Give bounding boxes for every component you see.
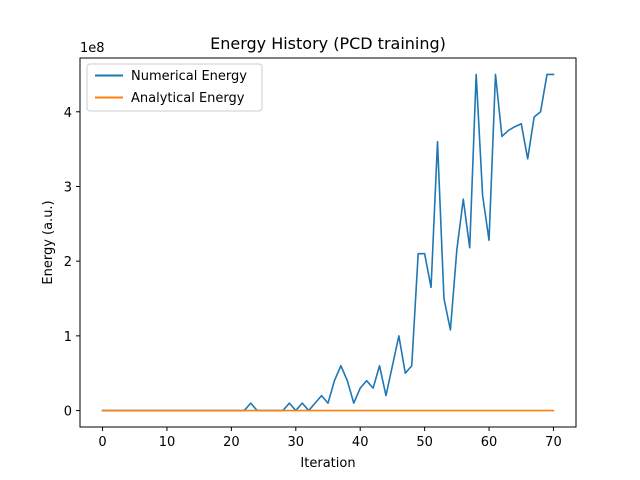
y-tick-label: 2 [64,255,72,270]
series-layer [101,73,555,412]
y-tick-label: 4 [64,106,72,121]
y-tick-label: 3 [64,180,72,195]
legend-label-analytical: Analytical Energy [131,91,245,106]
x-tick-label: 0 [98,435,106,450]
x-tick-label: 30 [288,435,305,450]
x-tick-label: 10 [159,435,176,450]
y-axis-offset-label: 1e8 [80,41,105,56]
legend-box [86,63,263,112]
x-tick-label: 40 [352,435,369,450]
y-tick-label: 0 [64,405,72,420]
x-axis-ticks: 0 10 20 30 40 50 60 70 [98,427,562,450]
axes-frame [79,57,577,428]
x-tick-label: 50 [416,435,433,450]
x-tick-label: 20 [223,435,240,450]
y-axis-ticks: 0 1 2 3 4 [64,106,80,420]
x-tick-label: 70 [545,435,562,450]
y-tick-label: 1 [64,330,72,345]
legend: Numerical Energy Analytical Energy [86,63,263,112]
y-axis-label: Energy (a.u.) [41,200,56,284]
plot-area [79,57,577,428]
x-tick-label: 60 [481,435,498,450]
x-axis-label: Iteration [300,456,355,471]
chart-title: Energy History (PCD training) [210,34,446,53]
legend-label-numerical: Numerical Energy [131,69,247,84]
